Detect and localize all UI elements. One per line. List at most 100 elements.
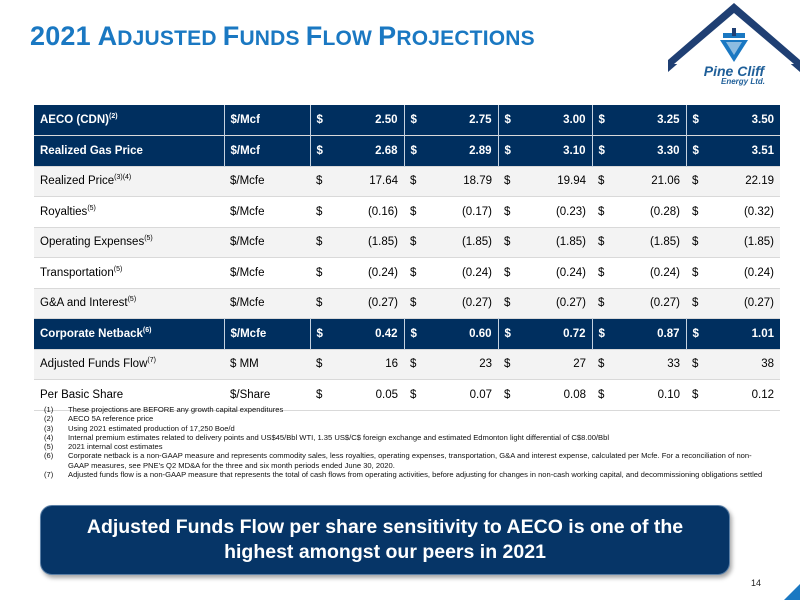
value: (0.23)	[555, 205, 586, 218]
value: 38	[761, 358, 774, 371]
currency-symbol: $	[692, 358, 699, 371]
currency-symbol: $	[598, 388, 605, 401]
value-cell: $ (1.85)	[592, 227, 686, 258]
value: 0.12	[751, 388, 774, 401]
value: 0.10	[657, 388, 680, 401]
value-cell: $23	[404, 349, 498, 380]
title-part: F	[305, 21, 323, 51]
value-cell: $ (1.85)	[310, 227, 404, 258]
value-cell: $ (0.24)	[310, 257, 404, 288]
value: 21.06	[651, 175, 680, 188]
value-cell: $21.06	[592, 166, 686, 197]
table-row: Transportation(5) $/Mcfe $ (0.24) $ (0.24) $ (0…	[34, 257, 780, 288]
footnote-text: Internal premium estimates related to de…	[68, 432, 610, 442]
value-cell: $ (0.16)	[310, 196, 404, 227]
currency-symbol: $	[504, 114, 511, 126]
corner-triangle-icon	[784, 584, 800, 600]
unit-cell: $/Mcfe	[224, 227, 310, 258]
unit-cell: $/Mcf	[224, 135, 311, 166]
value: 1.01	[751, 327, 774, 340]
footnote: (5) 2021 internal cost estimates	[44, 442, 764, 451]
footnote-text: Corporate netback is a non-GAAP measure …	[68, 451, 752, 470]
page-title: 2021 ADJUSTED FUNDS FLOW PROJECTIONS	[30, 20, 535, 55]
company-logo: Pine Cliff Energy Ltd.	[668, 0, 800, 110]
value-cell: $2.50	[310, 105, 405, 136]
value-cell: $16	[310, 349, 404, 380]
title-part: DJUSTED	[117, 27, 223, 50]
value: 0.72	[563, 327, 586, 340]
value: (1.85)	[367, 236, 398, 249]
value-cell: $33	[592, 349, 686, 380]
logo-subtitle: Energy Ltd.	[720, 77, 765, 86]
currency-symbol: $	[504, 236, 511, 249]
value: 0.60	[469, 327, 492, 340]
currency-symbol: $	[410, 266, 417, 279]
value: 3.51	[751, 144, 774, 157]
row-label-cell: G&A and Interest(5)	[34, 288, 224, 319]
value-cell: $3.51	[686, 135, 780, 166]
row-label-cell: Transportation(5)	[34, 257, 224, 288]
footnote-ref: (7)	[147, 357, 156, 365]
currency-symbol: $	[316, 175, 323, 188]
currency-symbol: $	[410, 114, 417, 126]
value: (0.24)	[367, 266, 398, 279]
currency-symbol: $	[316, 236, 323, 249]
table-row: G&A and Interest(5) $/Mcfe $ (0.27) $ (0.27) $…	[34, 288, 780, 319]
table-row: AECO (CDN)(2) $/Mcf $2.50 $2.75 $3.00 $3.25 $3…	[34, 105, 780, 136]
value-cell: $ (0.23)	[498, 196, 592, 227]
currency-symbol: $	[692, 205, 699, 218]
row-label: Per Basic Share	[40, 388, 124, 401]
value-cell: $0.12	[686, 379, 780, 410]
currency-symbol: $	[316, 114, 323, 126]
value-cell: $3.25	[592, 105, 687, 136]
title-part: P	[378, 21, 397, 51]
row-label: Adjusted Funds Flow	[40, 358, 148, 371]
value: (0.16)	[367, 205, 398, 218]
value-cell: $0.10	[592, 379, 686, 410]
value-cell: $ (0.27)	[686, 288, 780, 319]
value-cell: $18.79	[404, 166, 498, 197]
value-cell: $3.00	[498, 105, 593, 136]
unit-cell: $/Mcfe	[224, 318, 311, 349]
value: 2.75	[469, 114, 492, 126]
row-label-cell: Operating Expenses(5)	[34, 227, 224, 258]
value: 0.05	[375, 388, 398, 401]
footnote-text: Using 2021 estimated production of 17,25…	[68, 423, 235, 433]
currency-symbol: $	[410, 297, 417, 310]
value-cell: $ (0.27)	[404, 288, 498, 319]
value-cell: $ (0.28)	[592, 196, 686, 227]
unit-cell: $/Mcfe	[224, 288, 310, 319]
value-cell: $ (0.24)	[404, 257, 498, 288]
row-label-cell: Corporate Netback(6)	[34, 318, 225, 349]
footnote: (4) Internal premium estimates related to…	[44, 433, 764, 442]
footnote-number: (7)	[44, 470, 54, 480]
value-cell: $17.64	[310, 166, 404, 197]
value-cell: $0.72	[498, 318, 593, 349]
footnote-number: (5)	[44, 442, 54, 452]
footnote-ref: (5)	[113, 265, 123, 273]
row-label-cell: Adjusted Funds Flow(7)	[34, 349, 224, 380]
currency-symbol: $	[316, 358, 323, 371]
row-label: Transportation	[40, 266, 114, 279]
footnote-ref: (5)	[87, 204, 96, 212]
value: 17.64	[369, 175, 398, 188]
footnote: (6) Corporate netback is a non-GAAP measu…	[44, 451, 764, 470]
value-cell: $0.05	[310, 379, 404, 410]
page-number: 14	[751, 578, 762, 588]
currency-symbol: $	[598, 297, 605, 310]
pine-cliff-logo-icon	[668, 3, 800, 72]
currency-symbol: $	[504, 327, 511, 340]
currency-symbol: $	[316, 388, 323, 401]
value: 3.25	[657, 114, 680, 126]
value-cell: $0.87	[592, 318, 687, 349]
currency-symbol: $	[692, 114, 699, 126]
footnote-number: (1)	[44, 405, 54, 414]
table-row: Royalties(5) $/Mcfe $ (0.16) $ (0.17) $ (0.23) $…	[34, 196, 780, 227]
currency-symbol: $	[692, 175, 699, 188]
footnote-ref: (2)	[109, 113, 118, 121]
value: 3.10	[563, 144, 586, 157]
row-label: Royalties	[40, 205, 88, 218]
value: (0.24)	[461, 266, 492, 279]
footnote: (1) These projections are BEFORE any grow…	[44, 405, 764, 414]
value: (0.27)	[743, 297, 774, 310]
